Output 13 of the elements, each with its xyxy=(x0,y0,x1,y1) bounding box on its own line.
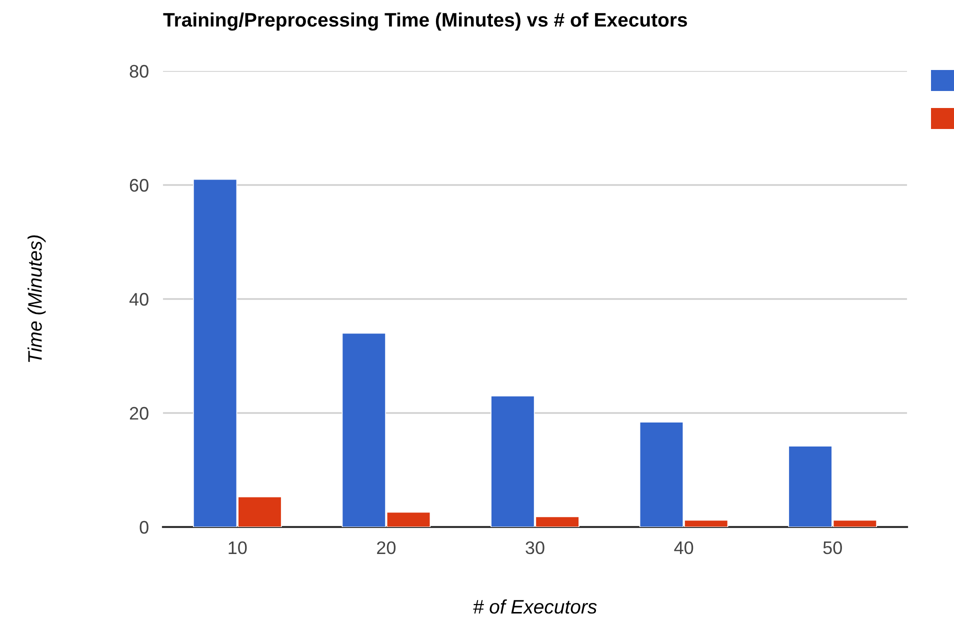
y-tick-label: 40 xyxy=(129,292,148,306)
y-tick-label: 0 xyxy=(140,520,148,534)
x-axis-title: # of Executors xyxy=(473,599,597,614)
y-tick-label: 20 xyxy=(130,406,148,420)
x-tick-label: 30 xyxy=(526,541,544,554)
x-tick-label: 50 xyxy=(823,541,842,554)
y-tick-label: 80 xyxy=(130,64,148,78)
x-tick-label: 10 xyxy=(228,541,247,554)
y-axis-title: Time (Minutes) xyxy=(28,235,46,362)
y-tick-label: 60 xyxy=(130,178,148,192)
chart-title: Training/Preprocessing Time (Minutes) vs # of Executors xyxy=(163,12,687,31)
x-tick-label: 40 xyxy=(674,541,694,554)
x-tick-label: 20 xyxy=(377,541,396,554)
